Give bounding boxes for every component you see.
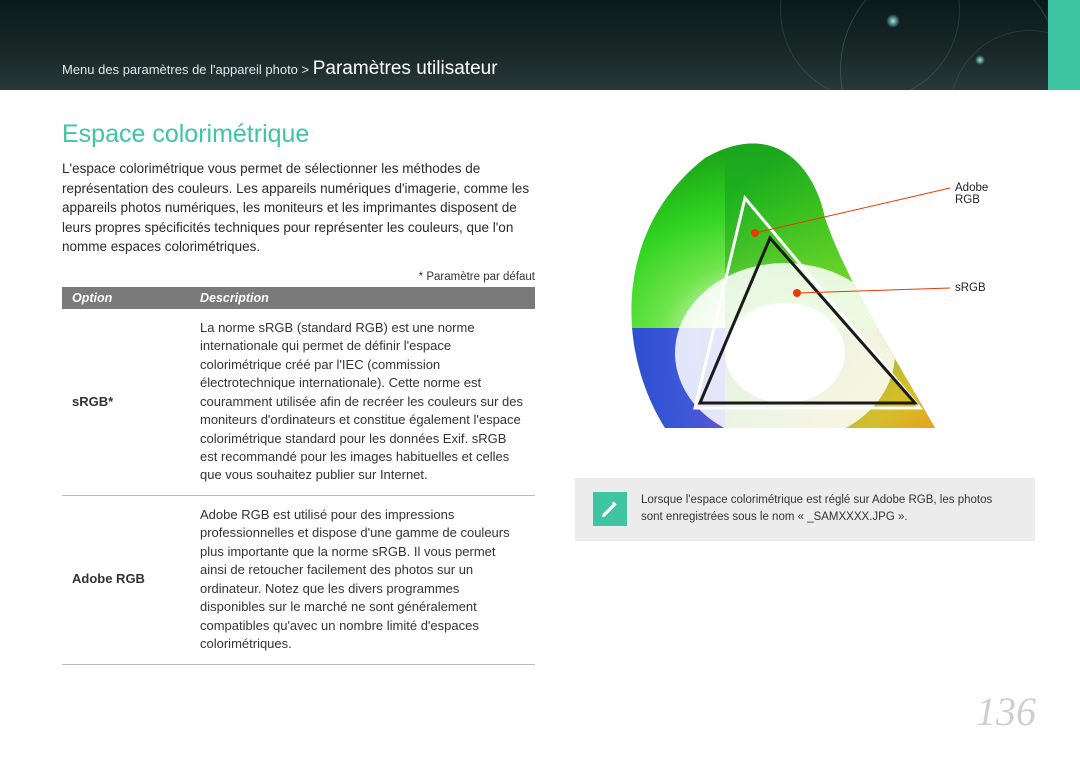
option-name: Adobe RGB — [62, 495, 190, 664]
section-body: L'espace colorimétrique vous permet de s… — [62, 159, 535, 257]
pen-icon — [593, 492, 627, 526]
page-number: 136 — [976, 688, 1036, 735]
table-row: sRGB* La norme sRGB (standard RGB) est u… — [62, 309, 535, 496]
breadcrumb-prefix: Menu des paramètres de l'appareil photo … — [62, 62, 313, 77]
header-accent-tab — [1048, 0, 1080, 90]
col-header-description: Description — [190, 287, 535, 309]
note-text: Lorsque l'espace colorimétrique est régl… — [641, 492, 1017, 527]
options-table: Option Description sRGB* La norme sRGB (… — [62, 287, 535, 665]
srgb-label: sRGB — [955, 282, 986, 294]
default-note: * Paramètre par défaut — [62, 271, 535, 283]
option-name: sRGB* — [62, 309, 190, 496]
decorative-sparkle — [975, 55, 985, 65]
table-row: Adobe RGB Adobe RGB est utilisé pour des… — [62, 495, 535, 664]
gamut-svg — [575, 128, 1015, 458]
srgb-marker — [793, 289, 801, 297]
section-title: Espace colorimétrique — [62, 120, 535, 149]
header-band: Menu des paramètres de l'appareil photo … — [0, 0, 1080, 90]
decorative-sparkle — [886, 14, 900, 28]
breadcrumb-current: Paramètres utilisateur — [313, 58, 498, 79]
right-column: Adobe RGB sRGB Lorsque l'espace colorimé… — [565, 120, 1035, 665]
adobe-rgb-label: Adobe RGB — [955, 182, 1015, 206]
col-header-option: Option — [62, 287, 190, 309]
adobe-rgb-marker — [751, 229, 759, 237]
content-area: Espace colorimétrique L'espace colorimét… — [0, 90, 1080, 665]
option-description: La norme sRGB (standard RGB) est une nor… — [190, 309, 535, 496]
chromaticity-diagram: Adobe RGB sRGB — [575, 128, 1015, 458]
breadcrumb: Menu des paramètres de l'appareil photo … — [62, 58, 498, 80]
left-column: Espace colorimétrique L'espace colorimét… — [62, 120, 535, 665]
note-box: Lorsque l'espace colorimétrique est régl… — [575, 478, 1035, 541]
option-description: Adobe RGB est utilisé pour des impressio… — [190, 495, 535, 664]
